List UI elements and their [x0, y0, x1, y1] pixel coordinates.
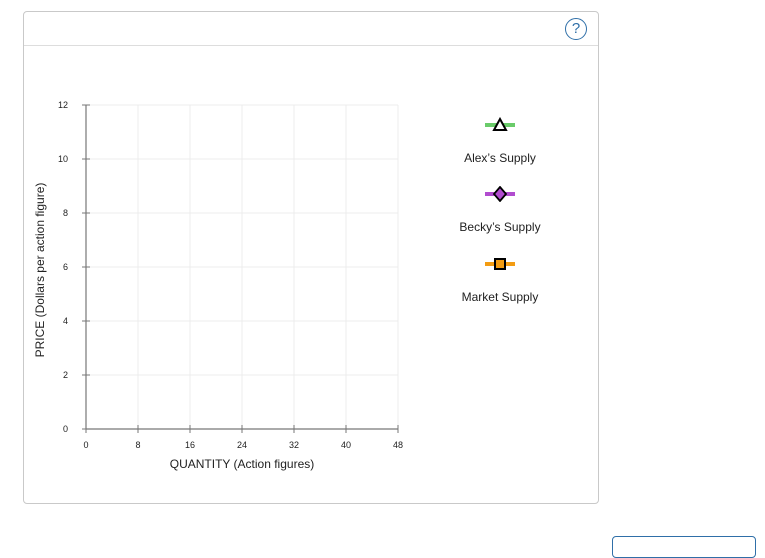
y-tick-label-12: 12	[58, 100, 68, 110]
x-tick-label-8: 8	[135, 440, 140, 450]
grid-lines	[86, 104, 399, 429]
x-tick-label-0: 0	[83, 440, 88, 450]
y-tick-label-6: 6	[63, 262, 68, 272]
legend-label-market-supply: Market Supply	[461, 290, 539, 304]
x-tick-label-16: 16	[185, 440, 195, 450]
x-tick-label-48: 48	[393, 440, 403, 450]
y-tick-label-8: 8	[63, 208, 68, 218]
legend-item-becky-supply[interactable]: Becky’s Supply	[440, 186, 560, 234]
triangle-marker-icon[interactable]	[485, 117, 515, 133]
legend-label-alex-supply: Alex’s Supply	[464, 151, 536, 165]
diamond-marker-icon[interactable]	[485, 186, 515, 202]
x-axis-title: QUANTITY (Action figures)	[169, 457, 315, 471]
y-tick-label-4: 4	[63, 316, 68, 326]
help-button[interactable]: ?	[565, 18, 587, 40]
x-tick-label-24: 24	[237, 440, 247, 450]
legend-item-alex-supply[interactable]: Alex’s Supply	[440, 117, 560, 165]
x-tick-label-40: 40	[341, 440, 351, 450]
x-tick-label-32: 32	[289, 440, 299, 450]
panel-header: ?	[24, 12, 598, 46]
y-tick-label-2: 2	[63, 370, 68, 380]
legend-label-becky-supply: Becky’s Supply	[459, 220, 541, 234]
x-ticks: 0 8 16 24 32 40 48	[83, 425, 403, 450]
y-axis-title: PRICE (Dollars per action figure)	[33, 182, 47, 358]
square-marker-icon[interactable]	[485, 256, 515, 272]
y-tick-label-0: 0	[63, 424, 68, 434]
graph-panel: ?	[23, 11, 599, 504]
y-ticks: 0 2 4 6 8 10 12	[58, 100, 90, 434]
legend-item-market-supply[interactable]: Market Supply	[440, 256, 560, 304]
y-tick-label-10: 10	[58, 154, 68, 164]
submit-button[interactable]	[612, 536, 756, 558]
